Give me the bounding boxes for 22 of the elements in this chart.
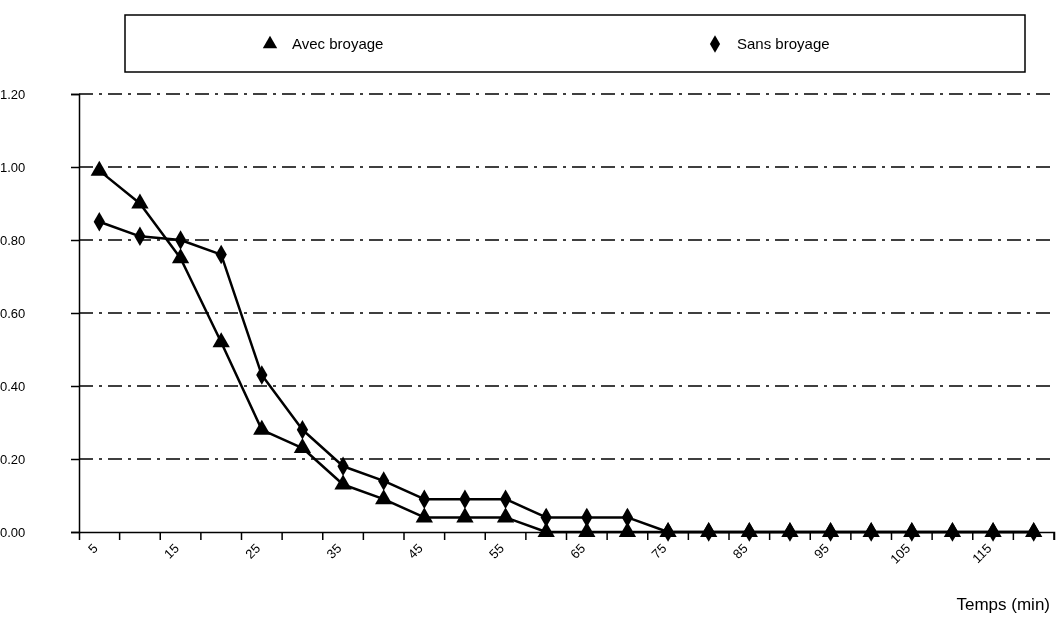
x-tick-label: 85 — [729, 540, 751, 562]
x-tick-label: 35 — [323, 540, 345, 562]
x-tick-label: 15 — [161, 540, 182, 562]
x-tick-label: 75 — [648, 540, 670, 562]
x-tick-label: 105 — [887, 540, 914, 567]
y-tick-label: 1.00 — [0, 159, 26, 175]
x-tick-label: 55 — [486, 540, 507, 562]
legend-label: Avec broyage — [292, 35, 384, 53]
x-tick-label: 65 — [567, 540, 589, 562]
y-tick-label: 0.40 — [0, 378, 26, 394]
y-tick-label: 0.20 — [0, 451, 26, 467]
y-tick-label: 0.80 — [0, 232, 26, 248]
x-tick-label: 25 — [242, 540, 264, 562]
x-axis-title: Temps (min) — [956, 595, 1050, 614]
y-tick-label: 1.20 — [0, 86, 26, 102]
x-tick-label: 45 — [404, 540, 426, 562]
x-tick-label: 115 — [969, 540, 995, 566]
y-tick-label: 0.00 — [0, 524, 26, 540]
y-tick-label: 0.60 — [0, 305, 26, 321]
x-tick-label: 5 — [84, 540, 101, 557]
legend-label: Sans broyage — [737, 35, 830, 53]
x-tick-label: 95 — [811, 540, 832, 562]
